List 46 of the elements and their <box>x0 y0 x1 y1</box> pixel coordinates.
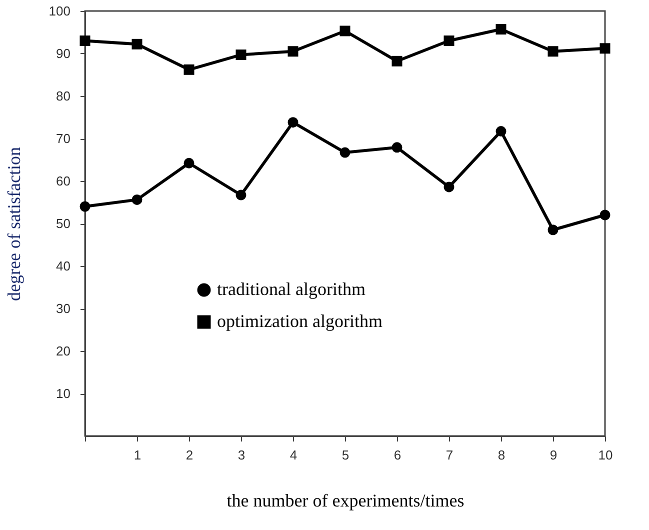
point <box>444 36 454 46</box>
point <box>340 147 350 158</box>
x-tick-label: 2 <box>186 448 194 462</box>
x-tick-label: 8 <box>498 448 506 462</box>
point <box>392 142 402 153</box>
legend-label: traditional algorithm <box>217 279 366 299</box>
point <box>600 43 610 54</box>
y-tick-label: 50 <box>56 216 70 231</box>
point <box>496 24 506 35</box>
x-tick-label: 3 <box>238 448 246 462</box>
point <box>80 201 90 212</box>
y-tick-label: 100 <box>48 4 70 18</box>
point <box>132 38 142 50</box>
point <box>132 194 142 205</box>
y-tick-label: 90 <box>56 46 70 61</box>
y-tick-label: 60 <box>56 174 70 188</box>
point <box>184 158 194 168</box>
legend-label: optimization algorithm <box>217 311 382 331</box>
x-tick-label: 9 <box>550 448 558 462</box>
point <box>444 182 454 192</box>
x-tick-label: 5 <box>342 448 350 462</box>
point <box>392 56 402 66</box>
y-tick-label: 30 <box>56 301 70 316</box>
y-tick-label: 80 <box>56 88 70 104</box>
x-tick-label: 10 <box>598 448 613 462</box>
point <box>288 46 298 57</box>
point <box>288 117 298 128</box>
point <box>548 46 558 57</box>
y-axis-title: degree of satisfaction <box>4 147 24 301</box>
y-tick-label: 20 <box>56 344 70 358</box>
x-tick-label: 1 <box>134 448 142 462</box>
y-tick-label: 70 <box>56 131 70 146</box>
point <box>236 50 246 60</box>
point <box>236 190 246 200</box>
x-tick-label: 7 <box>446 448 454 462</box>
point <box>184 64 194 75</box>
x-axis-title: the number of experiments/times <box>226 490 464 510</box>
x-tick-label: 6 <box>394 448 402 462</box>
point <box>80 36 90 46</box>
point <box>548 224 558 236</box>
y-tick-label: 10 <box>56 386 70 401</box>
y-tick-label: 40 <box>56 258 70 274</box>
point <box>496 126 506 137</box>
point <box>340 26 350 36</box>
x-tick-label: 4 <box>290 448 298 462</box>
point <box>600 210 610 220</box>
